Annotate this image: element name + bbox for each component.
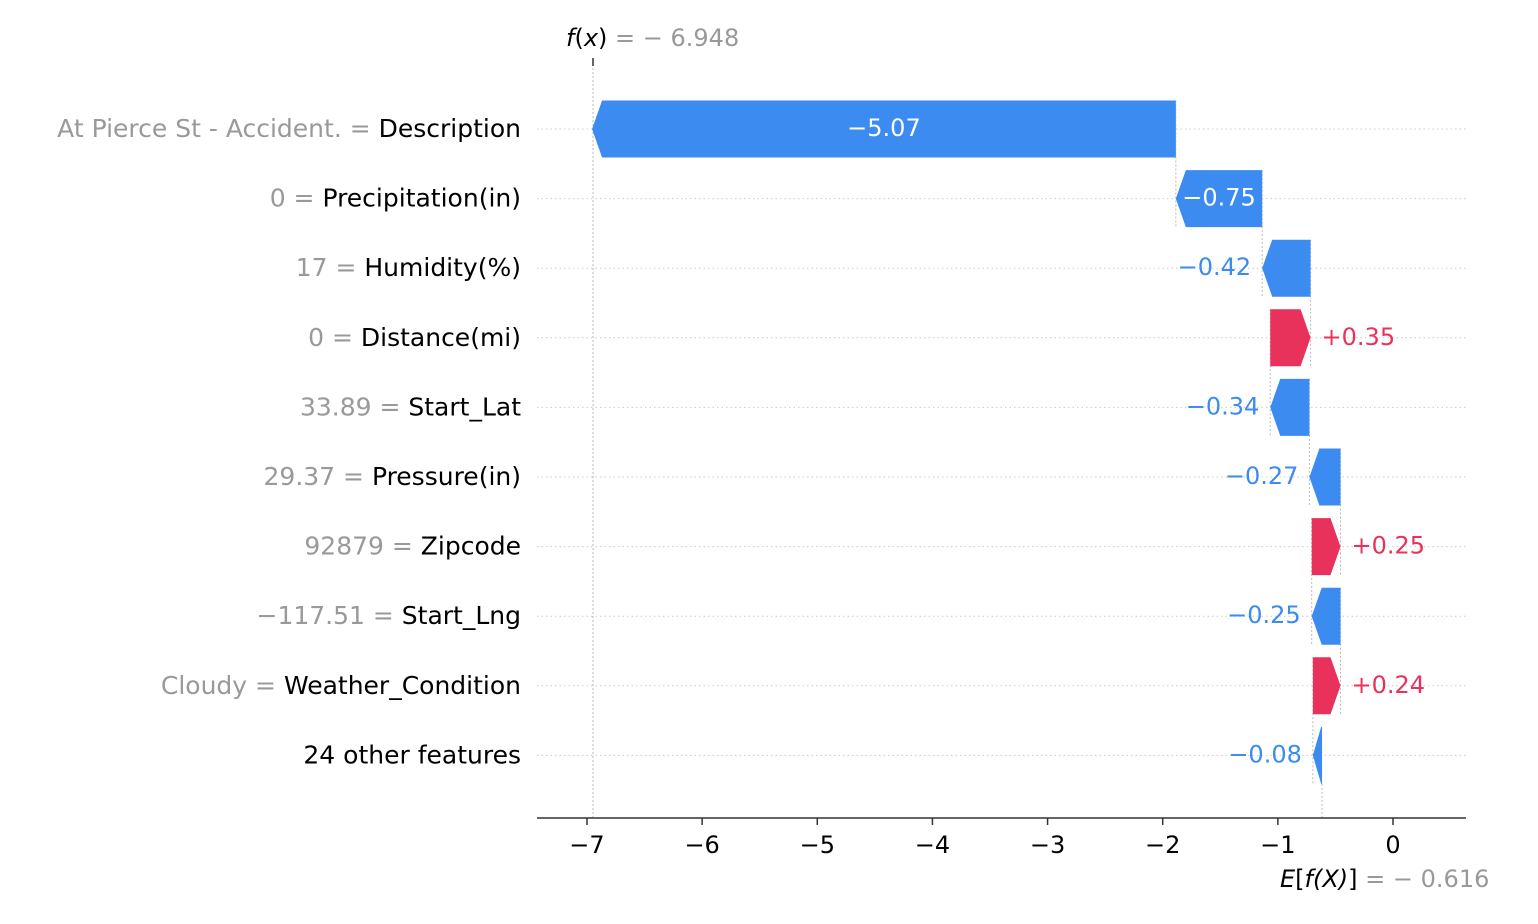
x-tick-label: −6	[684, 831, 719, 859]
feature-name-text: Description	[379, 114, 521, 143]
feature-label: 92879 = Zipcode	[304, 532, 521, 561]
bar-value-label: −0.25	[1227, 601, 1301, 629]
bar-value-label: −0.08	[1228, 740, 1302, 768]
bar-value-label: −0.34	[1186, 392, 1260, 420]
feature-name-text: Zipcode	[421, 532, 521, 561]
feature-value-text: 92879 =	[304, 532, 420, 561]
waterfall-bar	[1311, 518, 1341, 576]
feature-value-text: 17 =	[296, 253, 365, 282]
bar-value-label: +0.25	[1351, 532, 1425, 560]
feature-value-text: 33.89 =	[300, 392, 408, 421]
feature-name-text: Humidity(%)	[364, 253, 521, 282]
x-tick-label: −1	[1260, 831, 1295, 859]
x-tick-label: −7	[569, 831, 604, 859]
waterfall-bar	[1312, 726, 1323, 784]
feature-name-text: Weather_Condition	[284, 671, 521, 700]
expected-value-annotation-part: [	[1295, 865, 1304, 893]
waterfall-bar	[1262, 239, 1311, 297]
feature-value-text: 29.37 =	[264, 462, 372, 491]
feature-label: 0 = Precipitation(in)	[270, 184, 521, 213]
feature-label: 33.89 = Start_Lat	[300, 392, 521, 421]
feature-value-text: 0 =	[270, 184, 323, 213]
waterfall-bar	[1175, 170, 1263, 228]
feature-name-text: Distance(mi)	[361, 323, 521, 352]
x-tick-label: −2	[1145, 831, 1180, 859]
waterfall-bar	[1312, 657, 1341, 715]
feature-name-text: 24 other features	[303, 740, 521, 769]
waterfall-bar	[1270, 378, 1310, 436]
bar-value-label: +0.35	[1322, 323, 1396, 351]
x-tick-label: −4	[915, 831, 950, 859]
feature-name-text: Start_Lat	[408, 392, 521, 421]
feature-name-text: Precipitation(in)	[322, 184, 521, 213]
x-tick-label: −5	[800, 831, 835, 859]
expected-value-annotation-part: ]	[1348, 865, 1357, 893]
bar-value-label: −5.07	[847, 114, 921, 142]
expected-value-annotation-part: f(X)	[1305, 865, 1349, 893]
waterfall-bar	[592, 100, 1176, 158]
feature-label: 24 other features	[303, 740, 521, 769]
feature-label: 29.37 = Pressure(in)	[264, 462, 521, 491]
fx-annotation-part: x	[583, 24, 599, 52]
bar-value-label: −0.42	[1178, 253, 1252, 281]
fx-annotation: f(x) = − 6.948	[566, 24, 739, 52]
fx-annotation-part: )	[598, 24, 607, 52]
bar-value-label: −0.27	[1225, 462, 1299, 490]
feature-label: Cloudy = Weather_Condition	[161, 671, 521, 700]
expected-value-annotation-part: E	[1280, 865, 1296, 893]
fx-annotation-part: = − 6.948	[607, 24, 739, 52]
feature-value-text: −117.51 =	[257, 601, 402, 630]
feature-value-text: Cloudy =	[161, 671, 284, 700]
feature-name-text: Pressure(in)	[372, 462, 521, 491]
x-tick-label: 0	[1385, 831, 1400, 859]
bar-value-label: −0.75	[1182, 184, 1256, 212]
feature-label: −117.51 = Start_Lng	[257, 601, 521, 630]
feature-label: 0 = Distance(mi)	[308, 323, 521, 352]
expected-value-annotation-part: = − 0.616	[1358, 865, 1490, 893]
feature-label: At Pierce St - Accident. = Description	[57, 114, 521, 143]
x-tick-label: −3	[1030, 831, 1065, 859]
waterfall-bar	[1309, 448, 1341, 506]
feature-label: 17 = Humidity(%)	[296, 253, 521, 282]
waterfall-bar	[1311, 587, 1341, 645]
feature-name-text: Start_Lng	[402, 601, 521, 630]
feature-value-text: 0 =	[308, 323, 361, 352]
bar-value-label: +0.24	[1351, 671, 1425, 699]
feature-value-text: At Pierce St - Accident. =	[57, 114, 378, 143]
waterfall-bar	[1270, 309, 1311, 367]
expected-value-annotation: E[f(X)] = − 0.616	[1280, 865, 1489, 893]
fx-annotation-part: (	[574, 24, 583, 52]
